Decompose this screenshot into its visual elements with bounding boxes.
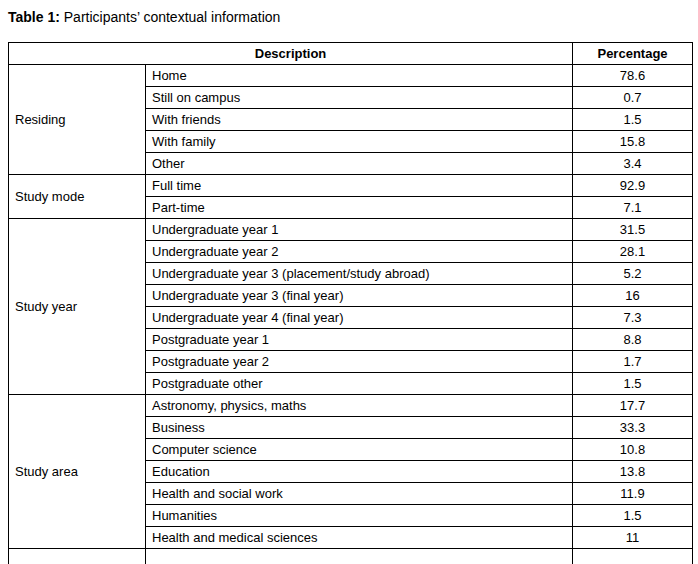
percentage-cell: 7.1 — [573, 197, 693, 219]
description-cell: Humanities — [146, 505, 573, 527]
category-cell-study-area: Study area — [9, 395, 146, 549]
participants-table: Description Percentage Residing Home 78.… — [8, 42, 693, 564]
percentage-cell: 1.5 — [573, 109, 693, 131]
description-cell: Home — [146, 65, 573, 87]
percentage-cell: 1.7 — [573, 351, 693, 373]
description-cell: Still on campus — [146, 87, 573, 109]
description-cell: Undergraduate year 2 — [146, 241, 573, 263]
percentage-cell: 78.6 — [573, 65, 693, 87]
table-caption-text: Participants’ contextual information — [60, 9, 280, 25]
description-cell: Business — [146, 417, 573, 439]
percentage-cell: 16 — [573, 285, 693, 307]
table-row: Residing Home 78.6 — [9, 65, 693, 87]
category-cell-study-mode: Study mode — [9, 175, 146, 219]
percentage-cell: 13.8 — [573, 461, 693, 483]
percentage-cell: 92.9 — [573, 175, 693, 197]
description-cell-empty — [146, 549, 573, 564]
table-row: Study area Astronomy, physics, maths 17.… — [9, 395, 693, 417]
percentage-cell: 0.7 — [573, 87, 693, 109]
description-cell: Postgraduate year 1 — [146, 329, 573, 351]
percentage-cell: 3.4 — [573, 153, 693, 175]
header-cell-description: Description — [9, 43, 573, 65]
percentage-cell: 10.8 — [573, 439, 693, 461]
description-cell: Education — [146, 461, 573, 483]
description-cell: Health and medical sciences — [146, 527, 573, 549]
percentage-cell: 17.7 — [573, 395, 693, 417]
percentage-cell: 28.1 — [573, 241, 693, 263]
percentage-cell: 8.8 — [573, 329, 693, 351]
table-row: Study mode Full time 92.9 — [9, 175, 693, 197]
percentage-cell: 15.8 — [573, 131, 693, 153]
percentage-cell: 1.5 — [573, 373, 693, 395]
percentage-cell-empty — [573, 549, 693, 564]
description-cell: Full time — [146, 175, 573, 197]
percentage-cell: 7.3 — [573, 307, 693, 329]
description-cell: Undergraduate year 4 (final year) — [146, 307, 573, 329]
description-cell: Undergraduate year 3 (final year) — [146, 285, 573, 307]
description-cell: Postgraduate other — [146, 373, 573, 395]
category-cell-study-year: Study year — [9, 219, 146, 395]
header-cell-percentage: Percentage — [573, 43, 693, 65]
description-cell: Other — [146, 153, 573, 175]
table-caption: Table 1: Participants’ contextual inform… — [8, 9, 280, 25]
percentage-cell: 11.9 — [573, 483, 693, 505]
description-cell: Part-time — [146, 197, 573, 219]
percentage-cell: 33.3 — [573, 417, 693, 439]
description-cell: Undergraduate year 1 — [146, 219, 573, 241]
percentage-cell: 1.5 — [573, 505, 693, 527]
description-cell: Astronomy, physics, maths — [146, 395, 573, 417]
category-cell-empty — [9, 549, 146, 564]
description-cell: With friends — [146, 109, 573, 131]
category-cell-residing: Residing — [9, 65, 146, 175]
table-header-row: Description Percentage — [9, 43, 693, 65]
description-cell: Postgraduate year 2 — [146, 351, 573, 373]
percentage-cell: 11 — [573, 527, 693, 549]
percentage-cell: 31.5 — [573, 219, 693, 241]
description-cell: Computer science — [146, 439, 573, 461]
page: { "caption": { "label": "Table 1:", "tex… — [0, 0, 698, 564]
table-caption-label: Table 1: — [8, 9, 60, 25]
table-row-partial — [9, 549, 693, 564]
description-cell: Health and social work — [146, 483, 573, 505]
description-cell: With family — [146, 131, 573, 153]
percentage-cell: 5.2 — [573, 263, 693, 285]
table-row: Study year Undergraduate year 1 31.5 — [9, 219, 693, 241]
description-cell: Undergraduate year 3 (placement/study ab… — [146, 263, 573, 285]
